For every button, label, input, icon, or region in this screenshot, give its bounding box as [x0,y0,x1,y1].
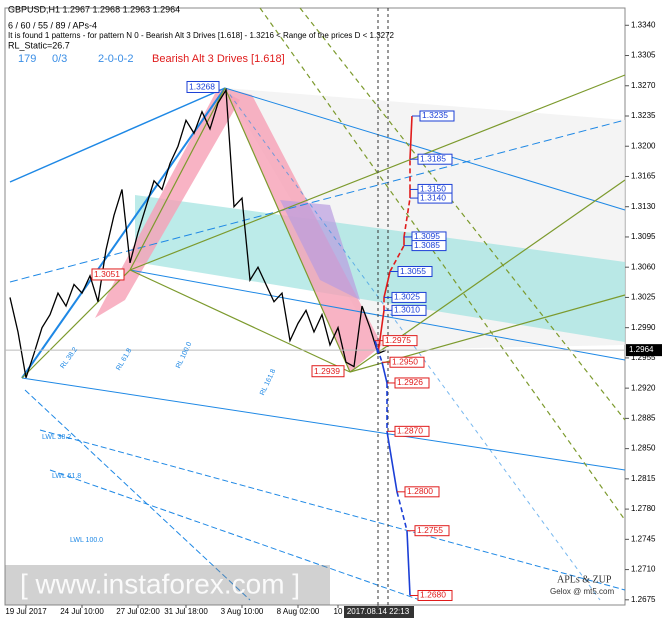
level-label: 1.2870 [397,426,423,436]
level-label: 1.3235 [422,110,448,120]
level-box [414,525,450,537]
y-tick-label: 1.3235 [631,111,656,120]
fan-lines [9,87,626,601]
x-tick-label: 19 Jul 2017 [5,607,47,616]
x-tick-label: 3 Aug 10:00 [221,607,264,616]
static: RL_Static=26.7 [8,40,70,50]
level-label: 1.3095 [414,231,440,241]
projection [403,197,411,238]
level-label: 1.2975 [385,335,411,345]
pattern-info: It is found 1 patterns - for pattern N 0… [8,31,395,40]
symbol: GBPUSD,H1 1.2967 1.2968 1.2963 1.2964 [8,4,180,14]
y-tick-label: 1.2710 [631,565,656,574]
level-box [417,153,453,165]
price-line [9,88,387,378]
projection [386,431,398,492]
pivot-box [91,268,125,281]
watermark-box [5,565,330,605]
pivot-label: 1.3051 [94,269,120,279]
x-tick-label: 27 Jul 02:00 [116,607,160,616]
credit: APLs & ZUP [557,574,612,585]
level-label: 1.2680 [420,590,446,600]
level-label: 1.3025 [394,292,420,302]
level-label: 1.3085 [414,240,440,250]
y-tick-label: 1.2850 [631,444,656,453]
line-label: LWL 100.0 [70,537,103,544]
projection [374,340,383,363]
level-label: 1.3150 [420,184,446,194]
y-tick-label: 1.2780 [631,504,656,513]
y-tick-label: 1.3025 [631,293,656,302]
x-tick-label: 31 Jul 18:00 [164,607,208,616]
credit: Gelox @ mt5.com [550,587,614,596]
x-tick-label: 2017.08.14 22:13 [347,607,410,616]
pivot-box [311,365,345,378]
y-tick-label: 1.2955 [631,353,656,362]
y-tick-label: 1.2675 [631,595,656,604]
pivot-label: 1.2939 [314,366,340,376]
y-tick-label: 1.3095 [631,232,656,241]
pattern-name: Bearish Alt 3 Drives [1.618] [152,53,285,65]
pivot-label: 1.3268 [189,82,215,92]
line-label: LWL 38.2 [42,434,71,441]
y-tick-label: 1.3200 [631,141,656,150]
projection [377,310,385,354]
pivot-box [186,80,220,93]
x-tick-label: 8 Aug 02:00 [277,607,320,616]
y-tick-label: 1.2885 [631,413,656,422]
y-tick-label: 1.3305 [631,51,656,60]
y-tick-label: 1.3340 [631,20,656,29]
y-tick-label: 1.3130 [631,202,656,211]
level-box [391,304,427,316]
level-box [411,240,447,252]
projection [383,271,391,298]
y-tick-label: 1.2920 [631,383,656,392]
level-box [382,335,418,347]
current-price: 1.2964 [629,345,654,354]
level-box [417,192,453,204]
counter: 179 [18,53,36,65]
level-box [389,356,425,368]
level-box [394,377,430,389]
level-label: 1.2950 [392,356,418,366]
level-label: 1.3185 [420,153,446,163]
level-label: 1.2926 [397,377,423,387]
level-box [404,486,440,498]
level-box [419,110,455,122]
y-tick-label: 1.3165 [631,172,656,181]
x-tick-label: 24 Jul 10:00 [60,607,104,616]
level-label: 1.3010 [394,305,420,315]
counter: 2-0-0-2 [98,53,133,65]
level-box [397,266,433,278]
level-label: 1.2800 [407,486,433,496]
projection [389,245,405,272]
y-tick-label: 1.2815 [631,474,656,483]
projection [381,362,388,384]
level-box [391,291,427,303]
current-price-box [626,344,662,357]
level-box [394,425,430,437]
y-tick-label: 1.3060 [631,262,656,271]
level-box [417,589,453,601]
y-tick-label: 1.3270 [631,81,656,90]
projection [409,115,413,160]
level-label: 1.3055 [400,266,426,276]
x-tick-label: 10 [334,607,343,616]
level-label: 1.3140 [420,192,446,202]
counter: 0/3 [52,53,67,65]
settings: 6 / 60 / 55 / 89 / APs-4 [8,20,97,30]
channel [135,195,625,342]
overlap [280,200,360,300]
y-tick-label: 1.2745 [631,534,656,543]
watermark: [ www.instaforex.com ] [20,568,300,599]
y-tick-label: 1.2990 [631,323,656,332]
cursor-box [344,606,414,618]
projection [406,530,411,596]
level-label: 1.2755 [417,525,443,535]
projection [396,491,408,531]
line-label: LWL 61.8 [52,473,81,480]
